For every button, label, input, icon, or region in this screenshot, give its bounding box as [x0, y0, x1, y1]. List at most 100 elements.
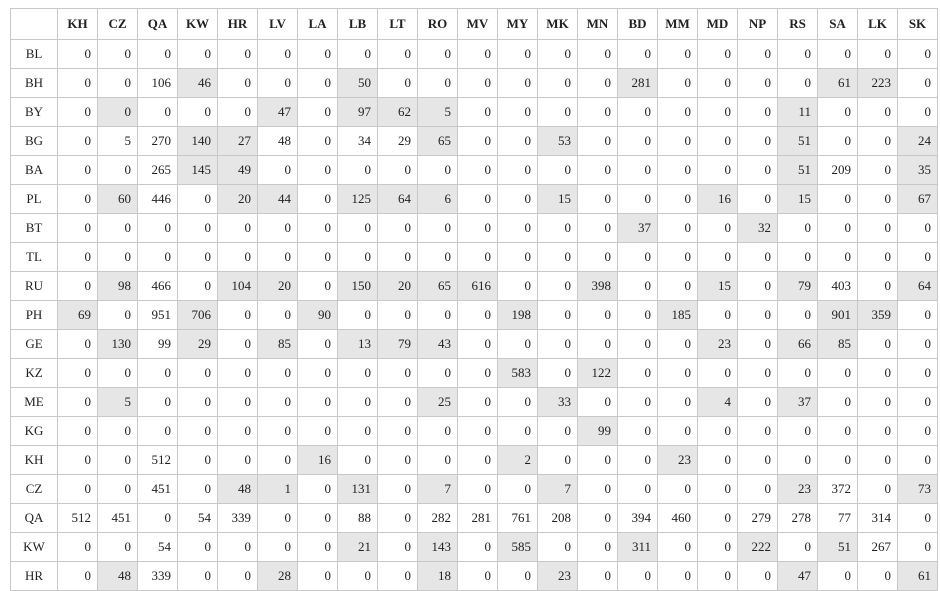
value-cell: 20	[257, 271, 298, 301]
value-cell: 0	[537, 97, 578, 127]
value-cell: 0	[817, 126, 858, 156]
value-cell: 0	[377, 39, 418, 69]
value-cell: 198	[497, 300, 538, 330]
value-cell: 0	[577, 213, 618, 243]
row-header: BL	[10, 39, 58, 69]
value-cell: 0	[737, 126, 778, 156]
value-cell: 66	[777, 329, 818, 359]
value-cell: 0	[617, 416, 658, 446]
value-cell: 0	[617, 155, 658, 185]
value-cell: 130	[97, 329, 138, 359]
value-cell: 0	[297, 329, 338, 359]
value-cell: 0	[537, 416, 578, 446]
value-cell: 0	[697, 155, 738, 185]
value-cell: 0	[137, 39, 178, 69]
value-cell: 0	[177, 445, 218, 475]
value-cell: 0	[817, 561, 858, 591]
value-cell: 0	[417, 39, 458, 69]
value-cell: 208	[537, 503, 578, 533]
value-cell: 339	[137, 561, 178, 591]
table-row: BT 0 0 0 0 0 0 0 0 0 0 0 0 0 0 37 0 0 32 0 0 0 0	[10, 213, 938, 243]
value-cell: 0	[537, 271, 578, 301]
value-cell: 0	[337, 358, 378, 388]
value-cell: 29	[177, 329, 218, 359]
value-cell: 0	[57, 561, 98, 591]
value-cell: 79	[377, 329, 418, 359]
value-cell: 0	[577, 184, 618, 214]
row-header: BY	[10, 97, 58, 127]
value-cell: 0	[457, 561, 498, 591]
value-cell: 85	[817, 329, 858, 359]
value-cell: 0	[657, 271, 698, 301]
value-cell: 62	[377, 97, 418, 127]
column-header: MD	[697, 8, 738, 40]
table-row: KH 0 0 512 0 0 0 16 0 0 0 0 2 0 0 0 23 0 0 0 0 0 0	[10, 445, 938, 475]
value-cell: 0	[897, 387, 938, 417]
row-header: ME	[10, 387, 58, 417]
row-header: BT	[10, 213, 58, 243]
value-cell: 67	[897, 184, 938, 214]
value-cell: 99	[577, 416, 618, 446]
value-cell: 0	[217, 561, 258, 591]
value-cell: 0	[577, 155, 618, 185]
value-cell: 37	[777, 387, 818, 417]
value-cell: 48	[217, 474, 258, 504]
value-cell: 0	[57, 213, 98, 243]
value-cell: 311	[617, 532, 658, 562]
row-header: CZ	[10, 474, 58, 504]
value-cell: 446	[137, 184, 178, 214]
value-cell: 0	[217, 213, 258, 243]
value-cell: 466	[137, 271, 178, 301]
value-cell: 209	[817, 155, 858, 185]
value-cell: 0	[417, 416, 458, 446]
value-cell: 512	[57, 503, 98, 533]
value-cell: 0	[897, 97, 938, 127]
value-cell: 0	[737, 329, 778, 359]
value-cell: 77	[817, 503, 858, 533]
value-cell: 27	[217, 126, 258, 156]
value-cell: 0	[537, 300, 578, 330]
value-cell: 34	[337, 126, 378, 156]
value-cell: 0	[297, 561, 338, 591]
value-cell: 0	[297, 39, 338, 69]
value-cell: 5	[97, 387, 138, 417]
column-header: MM	[657, 8, 698, 40]
value-cell: 5	[417, 97, 458, 127]
value-cell: 0	[657, 39, 698, 69]
value-cell: 51	[817, 532, 858, 562]
value-cell: 0	[377, 503, 418, 533]
value-cell: 0	[697, 68, 738, 98]
value-cell: 0	[817, 387, 858, 417]
value-cell: 88	[337, 503, 378, 533]
value-cell: 0	[617, 387, 658, 417]
value-cell: 23	[777, 474, 818, 504]
value-cell: 451	[97, 503, 138, 533]
row-header: TL	[10, 242, 58, 272]
value-cell: 0	[697, 561, 738, 591]
table-row: BH 0 0 106 46 0 0 0 50 0 0 0 0 0 0 281 0 0 0 0 61 223 0	[10, 68, 938, 98]
value-cell: 60	[97, 184, 138, 214]
value-cell: 0	[817, 184, 858, 214]
value-cell: 43	[417, 329, 458, 359]
value-cell: 0	[657, 242, 698, 272]
value-cell: 0	[417, 68, 458, 98]
value-cell: 0	[697, 358, 738, 388]
value-cell: 0	[777, 445, 818, 475]
value-cell: 23	[657, 445, 698, 475]
value-cell: 0	[457, 126, 498, 156]
value-cell: 0	[817, 213, 858, 243]
value-cell: 0	[137, 503, 178, 533]
table-row: RU 0 98 466 0 104 20 0 150 20 65 616 0 0 398 0 0 15 0 79 403…	[10, 271, 938, 301]
value-cell: 0	[617, 474, 658, 504]
value-cell: 0	[737, 155, 778, 185]
value-cell: 44	[257, 184, 298, 214]
value-cell: 0	[497, 242, 538, 272]
value-cell: 0	[297, 358, 338, 388]
value-cell: 16	[697, 184, 738, 214]
value-cell: 2	[497, 445, 538, 475]
value-cell: 0	[537, 358, 578, 388]
value-cell: 0	[457, 416, 498, 446]
value-cell: 131	[337, 474, 378, 504]
value-cell: 0	[857, 39, 898, 69]
value-cell: 0	[217, 300, 258, 330]
